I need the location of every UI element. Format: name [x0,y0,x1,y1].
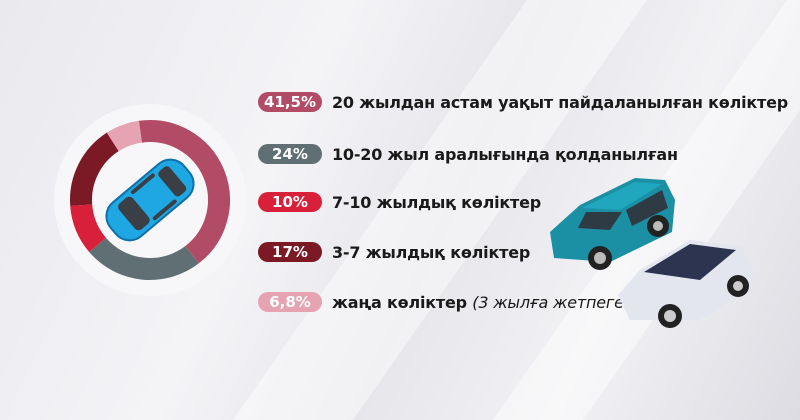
legend-label: 3-7 жылдық көліктер [332,242,531,262]
legend-label: 10-20 жыл аралығында қолданылған [332,144,678,164]
donut-slice [70,132,120,206]
legend-label-note: (3 жылға жетпеген) [472,292,641,312]
legend-row: 10% 7-10 жылдық көліктер [258,189,541,215]
percent-badge: 17% [258,242,322,262]
legend-label: 7-10 жылдық көліктер [332,192,542,212]
legend-label: жаңа көліктер (3 жылға жетпеген) [332,293,640,312]
legend-label: 20 жылдан астам уақыт пайдаланылған көлі… [332,92,789,112]
percent-badge: 41,5% [258,92,322,112]
suv-icon [550,178,675,270]
car-top-view-icon [105,158,195,242]
donut-chart [54,104,246,296]
legend-row: 24% 10-20 жыл аралығында қолданылған [258,141,678,167]
legend-row: 17% 3-7 жылдық көліктер [258,239,530,265]
legend-row: 41,5% 20 жылдан астам уақыт пайдаланылға… [258,89,788,115]
percent-badge: 10% [258,192,322,212]
percent-badge: 24% [258,144,322,164]
sedan-icon [618,240,755,328]
donut-slice [106,120,143,152]
legend-row: 6,8% жаңа көліктер (3 жылға жетпеген) [258,289,640,315]
cars-illustration [550,178,755,328]
donut-slice [89,237,199,280]
donut-slice [70,203,107,252]
legend-label-main: жаңа көліктер [332,292,467,312]
percent-badge: 6,8% [258,292,322,312]
donut-slice [138,120,230,264]
